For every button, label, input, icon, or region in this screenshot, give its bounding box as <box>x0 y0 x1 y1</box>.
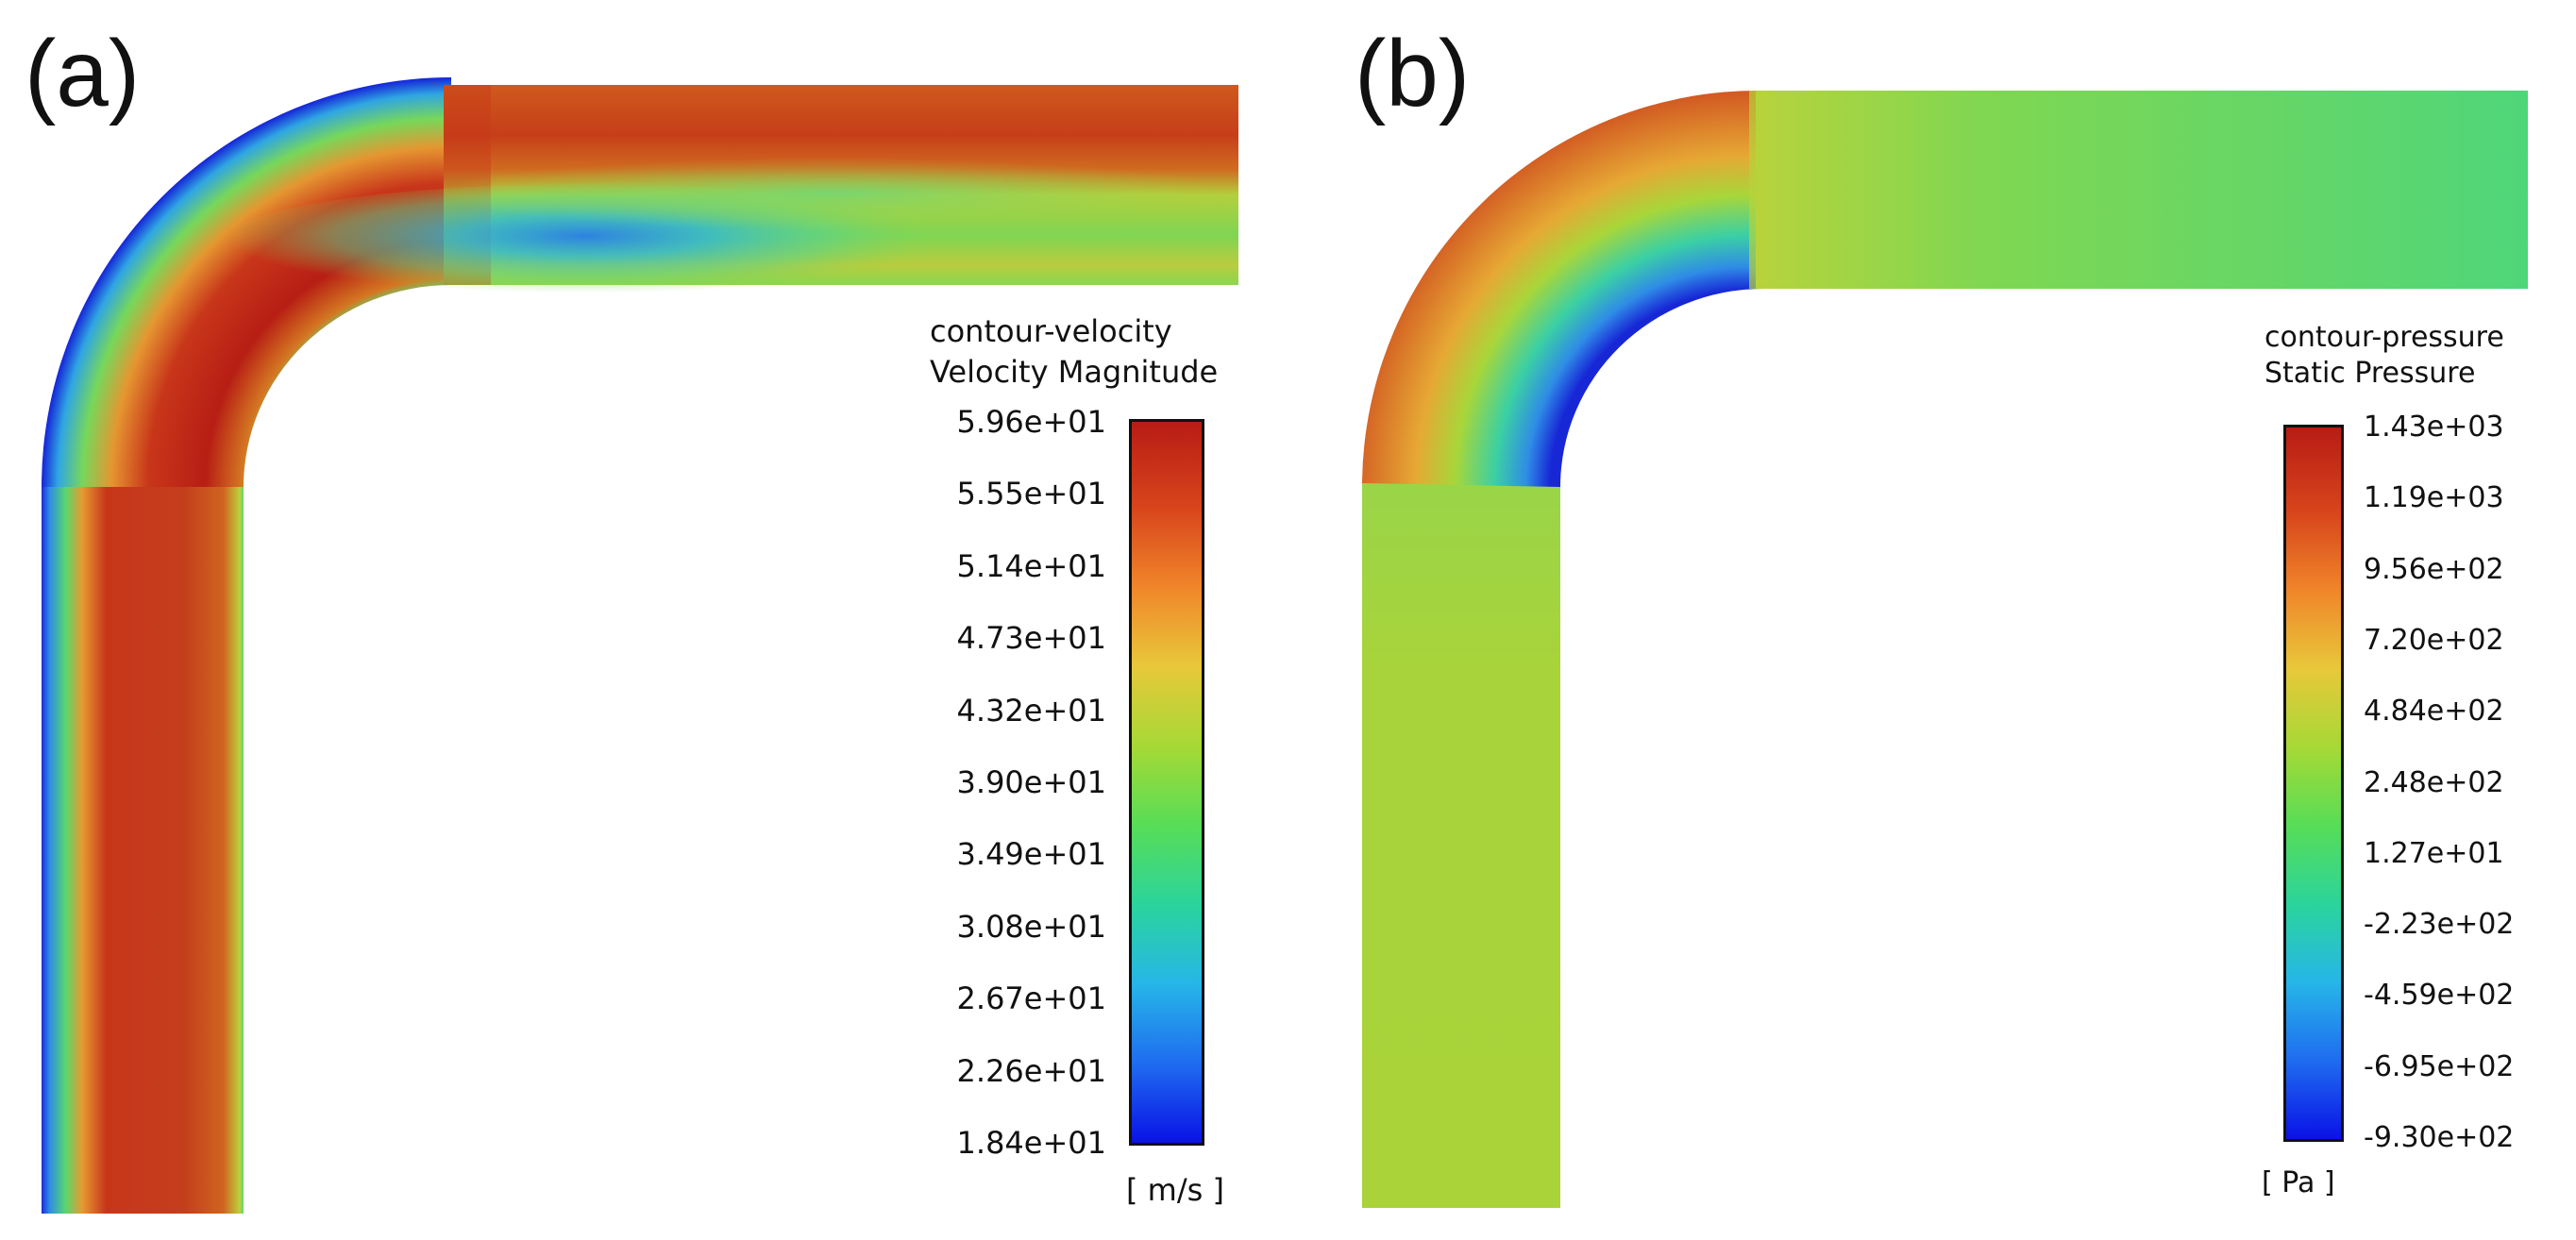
colorbar-tick-label: -2.23e+02 <box>2364 908 2515 942</box>
velocity-bend <box>42 77 451 487</box>
colorbar-tick-label: 3.49e+01 <box>956 836 1106 873</box>
colorbar-tick-label: 3.90e+01 <box>956 764 1106 800</box>
colorbar-tick-label: 1.84e+01 <box>956 1125 1106 1161</box>
panel-a-label: (a) <box>25 21 141 126</box>
velocity-colorbar-fill <box>1132 422 1202 1143</box>
colorbar-tick-label: -4.59e+02 <box>2364 979 2515 1013</box>
colorbar-tick-label: 4.73e+01 <box>956 620 1106 657</box>
colorbar-tick-label: 2.67e+01 <box>956 980 1106 1017</box>
pressure-bend <box>1362 90 1763 487</box>
colorbar-tick-label: 3.08e+01 <box>956 908 1106 945</box>
velocity-legend-title-line2: Velocity Magnitude <box>930 354 1219 390</box>
pressure-colorbar-fill <box>2286 427 2341 1139</box>
colorbar-tick-label: 1.27e+01 <box>2364 836 2504 870</box>
pressure-vertical-leg <box>1362 481 1560 1208</box>
pressure-contour <box>1362 90 2528 1208</box>
colorbar-tick-label: 1.43e+03 <box>2364 411 2504 444</box>
velocity-colorbar <box>1129 419 1204 1146</box>
colorbar-tick-label: 4.84e+02 <box>2364 695 2504 729</box>
velocity-contour <box>42 77 1238 1214</box>
colorbar-tick-label: 5.96e+01 <box>956 404 1106 440</box>
velocity-unit-label: [ m/s ] <box>1126 1172 1224 1208</box>
colorbar-tick-label: 7.20e+02 <box>2364 623 2504 657</box>
colorbar-tick-label: 5.55e+01 <box>956 476 1106 512</box>
colorbar-tick-label: 9.56e+02 <box>2364 552 2504 586</box>
pressure-horizontal-leg <box>1756 91 2528 289</box>
panel-b-label: (b) <box>1355 21 1471 126</box>
colorbar-tick-label: 5.14e+01 <box>956 547 1106 584</box>
colorbar-tick-label: -9.30e+02 <box>2364 1121 2515 1154</box>
pressure-legend-title-line1: contour-pressure <box>2265 321 2504 354</box>
velocity-legend-title-line1: contour-velocity <box>930 313 1172 349</box>
colorbar-tick-label: 2.48e+02 <box>2364 765 2504 799</box>
pressure-colorbar <box>2283 425 2344 1142</box>
pressure-legend-title-line2: Static Pressure <box>2265 357 2476 390</box>
colorbar-tick-label: 2.26e+01 <box>956 1052 1106 1089</box>
velocity-vertical-leg <box>42 487 244 1214</box>
colorbar-tick-label: -6.95e+02 <box>2364 1049 2515 1083</box>
pressure-unit-label: [ Pa ] <box>2262 1166 2335 1199</box>
colorbar-tick-label: 4.32e+01 <box>956 692 1106 729</box>
colorbar-tick-label: 1.19e+03 <box>2364 481 2504 515</box>
